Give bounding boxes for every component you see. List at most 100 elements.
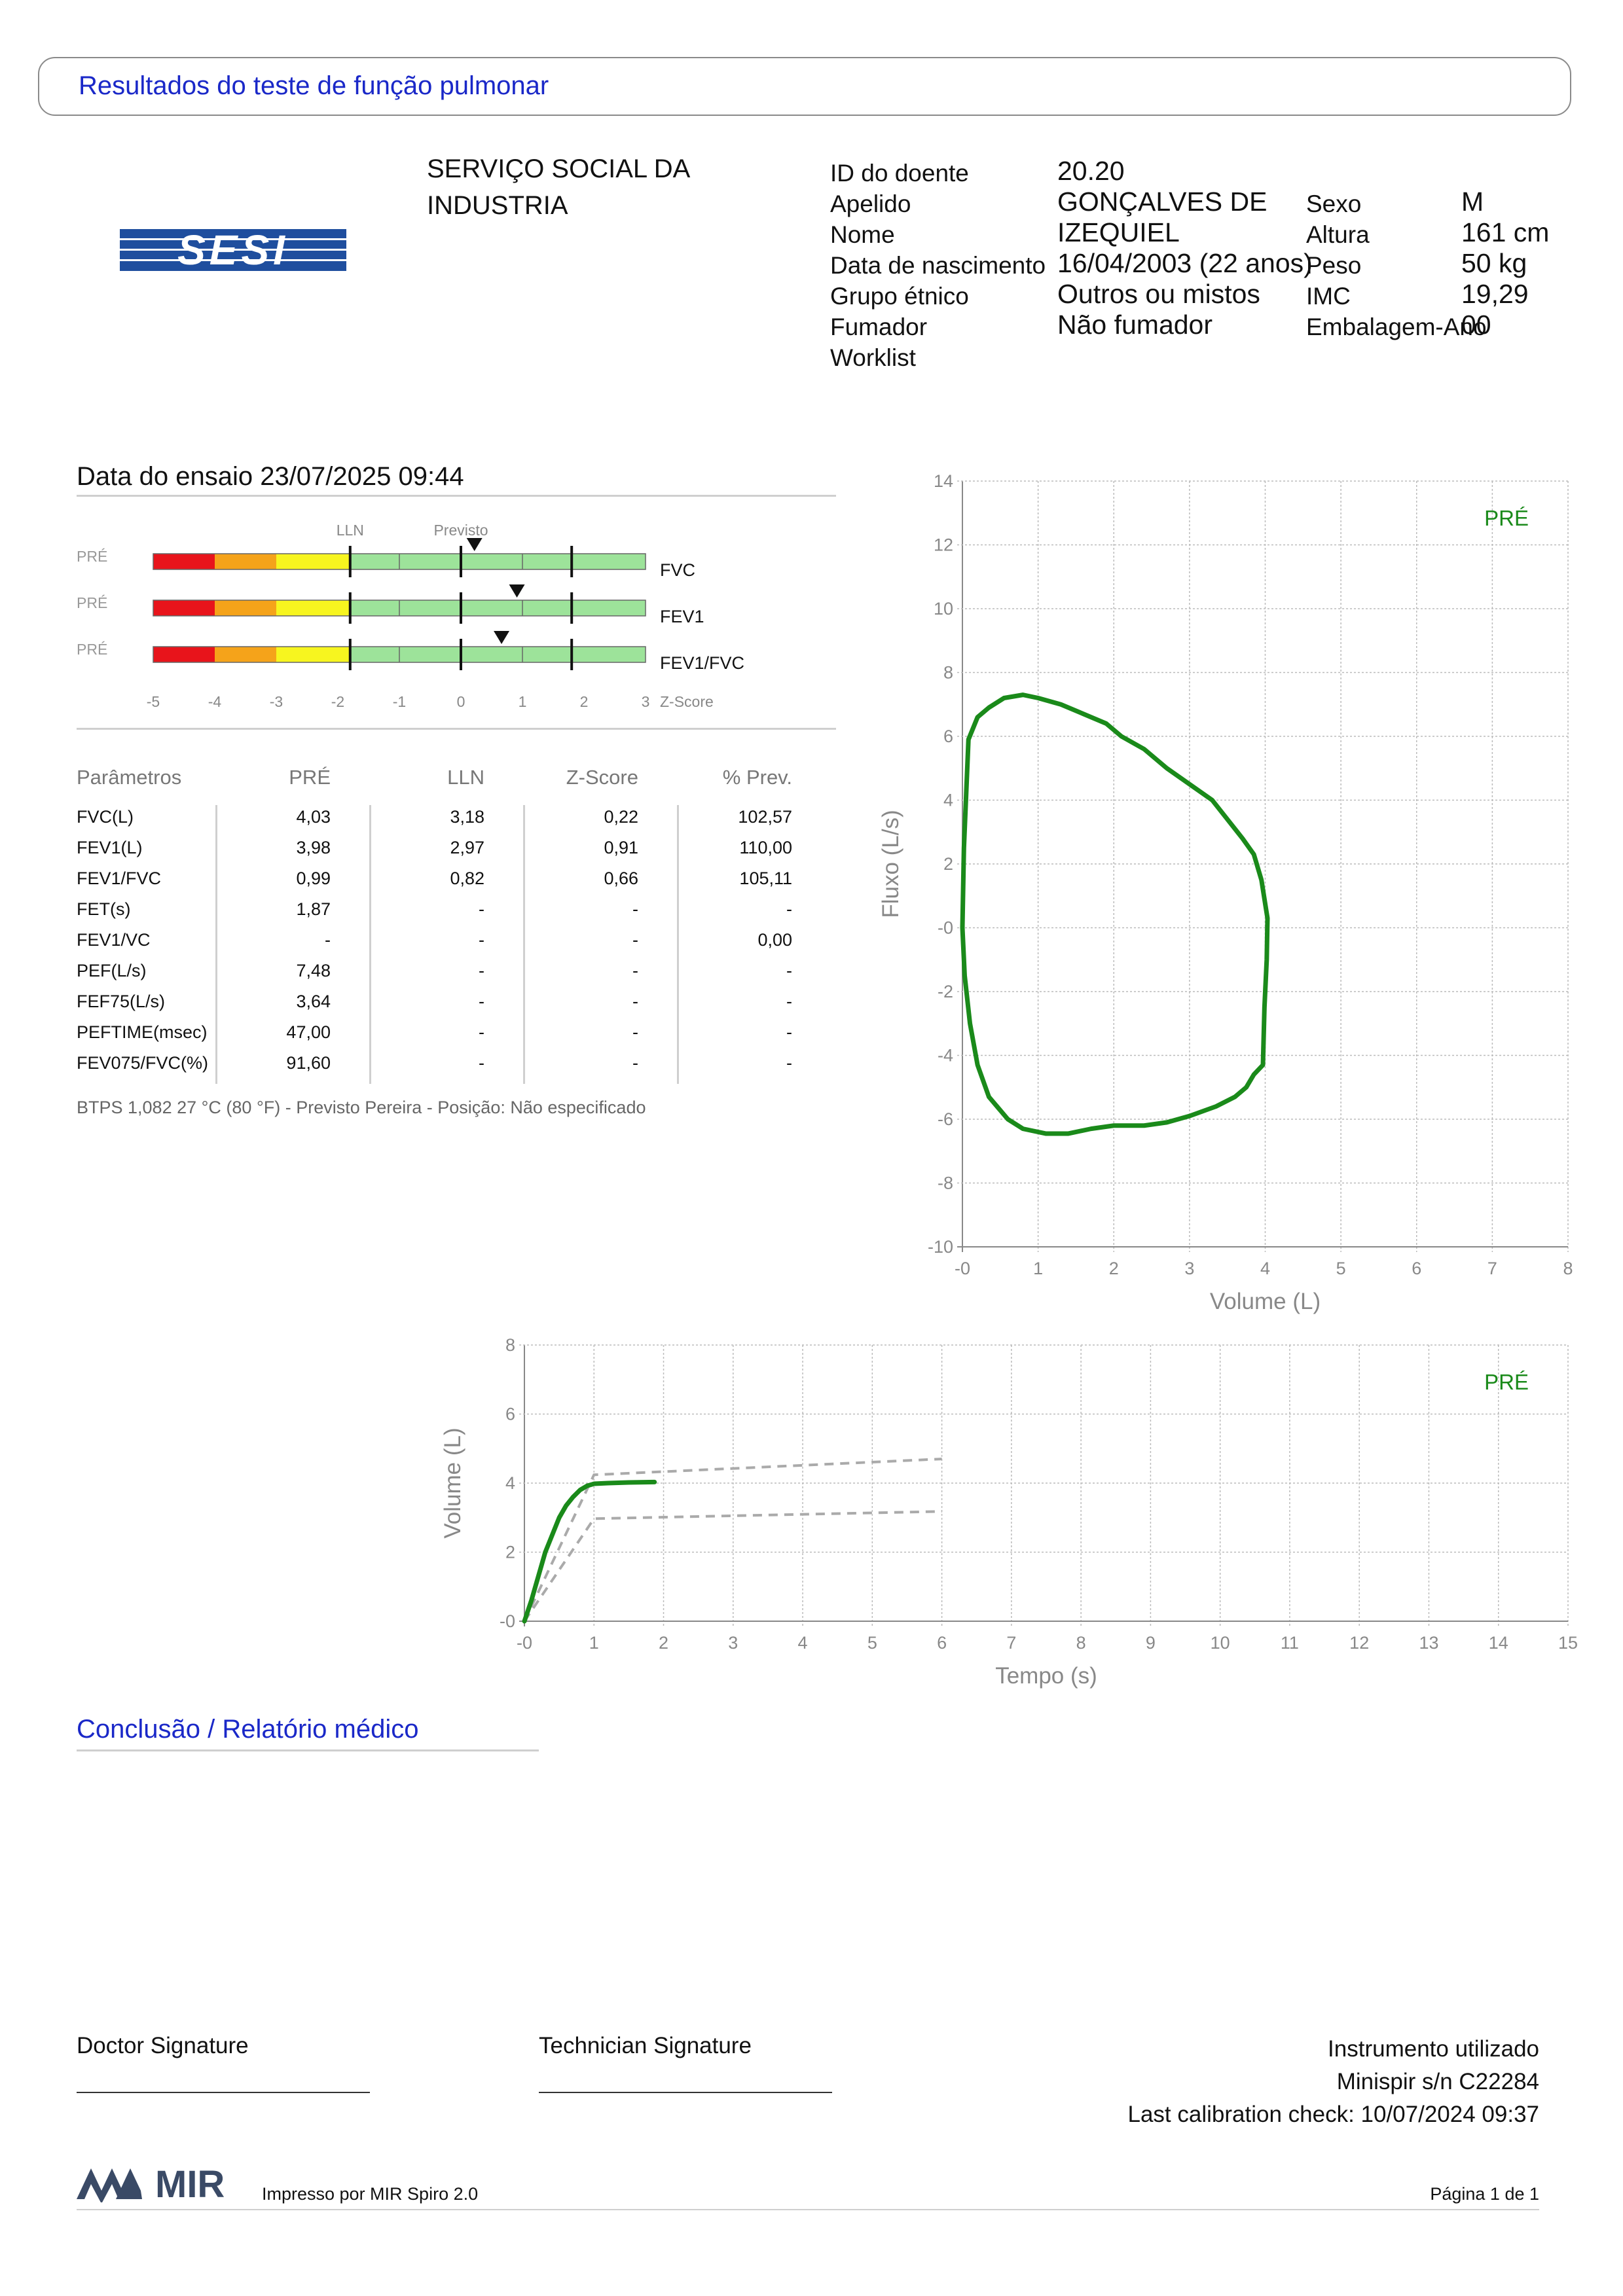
- conclusion-title: Conclusão / Relatório médico: [77, 1715, 419, 1744]
- param-value: -: [479, 1022, 484, 1042]
- table-separator: [369, 805, 371, 1084]
- patient-field-label: ID do doente: [830, 160, 969, 187]
- series-line: [960, 692, 1270, 1136]
- zscore-row-param: FVC: [660, 560, 695, 580]
- x-tick-label: 3: [1184, 1259, 1194, 1278]
- flow-volume-chart: -0 1 2 3 4 5 6 7 8 14 12 10 8 6 4 2 -0 -2 -4 -6 -8 -10 Volume …: [858, 468, 1584, 1319]
- zscore-band-yellow: [276, 600, 350, 616]
- mir-logo: MIR: [77, 2163, 253, 2206]
- param-value: -: [786, 899, 792, 919]
- patient-field-value: 00: [1461, 310, 1491, 340]
- param-name: FEV1(L): [77, 838, 143, 857]
- y-tick-label: 6: [505, 1405, 515, 1424]
- y-tick-label: 8: [505, 1335, 515, 1355]
- patient-field-value: 50 kg: [1461, 248, 1527, 278]
- x-tick-label: 1: [589, 1633, 599, 1653]
- report-title: Resultados do teste de função pulmonar: [79, 71, 549, 100]
- patient-field-label: Embalagem-Ano: [1306, 314, 1487, 340]
- patient-field-label: Worklist: [830, 344, 916, 371]
- param-value: 0,22: [604, 807, 638, 827]
- y-tick-label: 14: [934, 471, 953, 491]
- zscore-svg: LLN Previsto PRÉ FVC PRÉ FEV1 PRÉ FEV1/FVC -5 -4 -…: [77, 522, 744, 710]
- zscore-value-marker: [466, 538, 483, 551]
- flow-volume-svg: -0 1 2 3 4 5 6 7 81412108642-0-2-4-6-8-10Volume …: [878, 471, 1573, 1314]
- y-tick-label: 6: [943, 726, 953, 746]
- param-value: -: [479, 961, 484, 980]
- instrument-line2: Minispir s/n C22284: [1336, 2069, 1539, 2094]
- page-number: Página 1 de 1: [1430, 2184, 1539, 2204]
- y-axis-title: Fluxo (L/s): [878, 810, 903, 918]
- zscore-tick-label: 1: [519, 693, 527, 710]
- parameters-table: Parâmetros PRÉ LLN Z-Score % Prev. FVC(L) 4,03…: [77, 766, 836, 1093]
- y-tick-label: 2: [943, 854, 953, 874]
- param-value: -: [632, 1022, 638, 1042]
- x-tick-label: 7: [1487, 1259, 1497, 1278]
- sesi-logo-text: SESI: [177, 229, 289, 271]
- param-value: 0,82: [450, 869, 484, 888]
- zscore-tick-label: -1: [393, 693, 406, 710]
- x-tick-label: 12: [1349, 1633, 1369, 1653]
- zscore-value-marker: [494, 631, 510, 644]
- patient-field-value: M: [1461, 187, 1484, 217]
- param-name: FET(s): [77, 899, 131, 919]
- x-tick-label: 9: [1146, 1633, 1156, 1653]
- param-value: -: [479, 930, 484, 950]
- param-name: FEF75(L/s): [77, 992, 166, 1011]
- zscore-row-param: FEV1/FVC: [660, 653, 744, 673]
- y-tick-label: -0: [500, 1611, 515, 1631]
- x-tick-label: 6: [937, 1633, 947, 1653]
- param-value: -: [786, 1022, 792, 1042]
- param-name: PEFTIME(msec): [77, 1022, 208, 1042]
- report-header: Resultados do teste de função pulmonar: [38, 57, 1571, 116]
- mir-logo-text: MIR: [155, 2163, 225, 2202]
- param-header: % Prev.: [722, 766, 792, 789]
- param-value: 105,11: [739, 869, 792, 888]
- x-axis-title: Volume (L): [1210, 1289, 1321, 1314]
- param-value: 0,00: [757, 930, 792, 950]
- param-value: 110,00: [739, 838, 792, 857]
- patient-field-value: 19,29: [1461, 279, 1529, 309]
- x-tick-label: 7: [1006, 1633, 1016, 1653]
- param-value: -: [479, 992, 484, 1011]
- param-name: FEV1/VC: [77, 930, 151, 950]
- zscore-band-green: [350, 554, 646, 569]
- patient-field-value: Não fumador: [1057, 310, 1213, 340]
- zscore-band-orange: [215, 554, 276, 569]
- patient-info: ID do doente 20.20 Apelido GONÇALVES DE Nome…: [830, 156, 1577, 378]
- doctor-signature-label: Doctor Signature: [77, 2033, 249, 2058]
- zscore-tick-label: -4: [208, 693, 222, 710]
- param-value: -: [479, 1053, 484, 1073]
- footer-divider: [77, 2209, 1539, 2210]
- param-value: -: [786, 1053, 792, 1073]
- x-tick-label: 10: [1211, 1633, 1230, 1653]
- patient-field-label: Data de nascimento: [830, 252, 1046, 279]
- instrument-line3: Last calibration check: 10/07/2024 09:37: [1127, 2102, 1540, 2127]
- zscore-tick-label: -5: [147, 693, 160, 710]
- zscore-value-marker: [509, 584, 525, 598]
- x-tick-label: 3: [728, 1633, 738, 1653]
- patient-field-label: Sexo: [1306, 190, 1362, 217]
- param-value: 47,00: [286, 1022, 331, 1042]
- zscore-row-pre: PRÉ: [77, 641, 107, 658]
- param-value: -: [786, 992, 792, 1011]
- zscore-tick-label: -3: [270, 693, 283, 710]
- zscore-chart: LLN Previsto PRÉ FVC PRÉ FEV1 PRÉ FEV1/FVC -5 -4 -…: [77, 511, 836, 720]
- param-value: -: [632, 1053, 638, 1073]
- printed-by: Impresso por MIR Spiro 2.0: [262, 2184, 479, 2204]
- series-line: [522, 1479, 657, 1624]
- param-value: 2,97: [450, 838, 484, 857]
- param-value: -: [325, 930, 331, 950]
- zscore-band-yellow: [276, 554, 350, 569]
- instrument-info: Instrumento utilizado Minispir s/n C2228…: [1128, 2033, 1540, 2131]
- zscore-row-pre: PRÉ: [77, 548, 107, 565]
- x-tick-label: 15: [1558, 1633, 1578, 1653]
- predicted-label: Previsto: [433, 522, 488, 539]
- zscore-band-green: [350, 600, 646, 616]
- x-tick-label: 1: [1033, 1259, 1043, 1278]
- table-separator: [523, 805, 525, 1084]
- divider: [77, 728, 836, 730]
- patient-field-label: Fumador: [830, 314, 928, 340]
- zscore-row-pre: PRÉ: [77, 594, 107, 611]
- y-tick-label: 8: [943, 663, 953, 683]
- param-value: -: [786, 961, 792, 980]
